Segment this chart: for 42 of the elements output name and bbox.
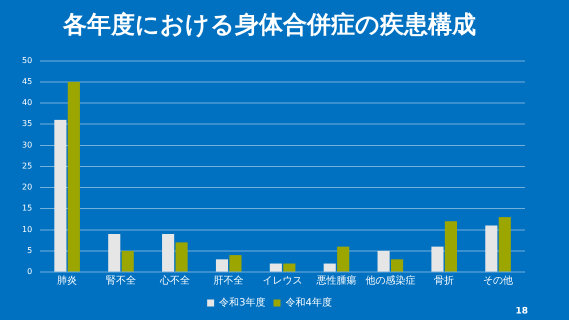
y-tick-label: 45 — [22, 77, 32, 86]
y-tick-label: 10 — [22, 224, 32, 234]
bar — [444, 221, 457, 272]
bar — [108, 234, 120, 272]
bar — [337, 246, 350, 272]
bar — [176, 242, 188, 272]
bar — [68, 82, 80, 272]
bar — [122, 250, 134, 272]
bar — [324, 264, 336, 272]
y-tick-label: 20 — [22, 182, 32, 192]
bar — [229, 255, 242, 272]
bar — [162, 234, 174, 272]
x-tick-label: 骨折 — [434, 274, 454, 287]
text: 18 — [515, 306, 528, 316]
x-tick-label: 悪性腫瘍 — [315, 274, 356, 287]
legend-label: 令和4年度 — [286, 296, 332, 309]
y-tick-label: 15 — [22, 204, 32, 213]
bar — [485, 226, 498, 272]
y-tick-label: 30 — [22, 140, 32, 150]
x-tick-label: 肺炎 — [57, 274, 78, 287]
x-tick-label: その他 — [483, 274, 514, 287]
bar — [431, 246, 444, 272]
x-tick-label: 腎不全 — [106, 274, 136, 287]
y-tick-label: 25 — [22, 161, 32, 170]
x-tick-label: イレウス — [262, 276, 303, 287]
x-tick-label: 肝不全 — [214, 274, 244, 287]
y-tick-label: 0 — [27, 267, 32, 276]
bar — [216, 259, 228, 272]
bar — [391, 259, 404, 272]
bar — [270, 264, 282, 272]
y-tick-label: 50 — [22, 56, 32, 65]
x-tick-label: 心不全 — [158, 274, 190, 287]
bar — [283, 264, 296, 272]
y-tick-label: 40 — [22, 98, 32, 108]
y-tick-label: 5 — [27, 246, 32, 255]
legend-label: 令和3年度 — [219, 296, 266, 309]
x-tick-label: 他の感染症 — [365, 274, 416, 287]
bar — [54, 120, 66, 272]
chart-title: 各年度における身体合併症の疾患構成 — [62, 10, 476, 39]
bar — [498, 217, 511, 272]
bar — [378, 250, 390, 272]
y-tick-label: 35 — [22, 119, 32, 128]
